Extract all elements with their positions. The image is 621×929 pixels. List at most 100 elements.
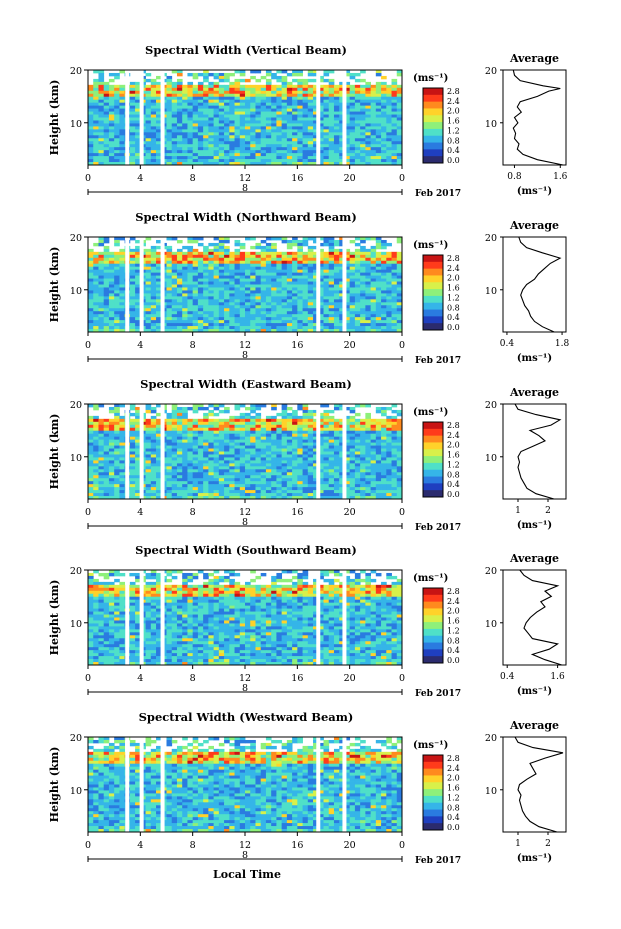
heatmap-cell xyxy=(103,436,110,441)
heatmap-cell xyxy=(318,117,324,121)
heatmap-cell xyxy=(166,329,173,333)
heatmap-cell xyxy=(192,87,199,92)
heatmap-cell xyxy=(203,430,209,435)
heatmap-cell xyxy=(396,281,403,285)
heatmap-cell xyxy=(135,436,141,441)
heatmap-cell xyxy=(323,266,330,271)
heatmap-cell xyxy=(365,302,371,306)
heatmap-cell xyxy=(323,242,330,247)
heatmap-cell xyxy=(197,87,204,92)
heatmap-cell xyxy=(108,409,115,414)
heatmap-cell xyxy=(119,254,126,259)
heatmap-cell xyxy=(176,284,183,288)
heatmap-cell xyxy=(297,78,303,83)
heatmap-cell xyxy=(234,269,241,274)
heatmap-cell xyxy=(203,132,209,136)
heatmap-cell xyxy=(255,299,262,303)
heatmap-cell xyxy=(98,320,105,324)
heatmap-cell xyxy=(135,111,141,115)
heatmap-cell xyxy=(234,311,241,315)
heatmap-cell xyxy=(271,245,277,250)
y-tick-label: 10 xyxy=(70,286,82,297)
heatmap-cell xyxy=(260,302,267,306)
heatmap-cell xyxy=(156,126,162,130)
heatmap-cell xyxy=(391,272,398,276)
heatmap-cell xyxy=(307,153,314,157)
heatmap-cell xyxy=(292,266,298,271)
heatmap-cell xyxy=(375,308,382,312)
heatmap-cell xyxy=(239,284,246,288)
heatmap-cell xyxy=(307,415,314,420)
heatmap-cell xyxy=(339,147,345,151)
heatmap-cell xyxy=(171,275,178,279)
heatmap-cell xyxy=(344,281,351,285)
heatmap-cell xyxy=(192,141,199,145)
heatmap-cell xyxy=(192,404,199,408)
heatmap-cell xyxy=(208,412,214,417)
heatmap-cell xyxy=(129,159,136,163)
heatmap-cell xyxy=(381,284,387,288)
heatmap-cell xyxy=(171,323,178,327)
heatmap-cell xyxy=(98,156,105,160)
heatmap-cell xyxy=(302,96,309,101)
heatmap-cell xyxy=(213,406,220,411)
heatmap-cell xyxy=(229,144,235,148)
heatmap-cell xyxy=(318,412,324,417)
heatmap-cell xyxy=(297,430,303,435)
heatmap-cell xyxy=(323,299,330,303)
heatmap-cell xyxy=(339,260,345,265)
heatmap-cell xyxy=(197,263,204,268)
heatmap-cell xyxy=(360,290,366,294)
heatmap-cell xyxy=(234,460,241,464)
heatmap-cell xyxy=(307,90,314,95)
heatmap-cell xyxy=(255,135,262,139)
heatmap-cell xyxy=(297,159,303,163)
heatmap-cell xyxy=(302,439,309,443)
heatmap-cell xyxy=(208,275,214,279)
heatmap-cell xyxy=(328,96,335,101)
heatmap-cell xyxy=(218,460,225,464)
heatmap-cell xyxy=(381,251,387,256)
heatmap-cell xyxy=(171,302,178,306)
heatmap-cell xyxy=(375,153,382,157)
heatmap-cell xyxy=(171,108,178,112)
heatmap-cell xyxy=(255,439,262,443)
heatmap-cell xyxy=(171,123,178,127)
heatmap-cell xyxy=(292,311,298,315)
heatmap-cell xyxy=(145,293,152,297)
heatmap-cell xyxy=(98,239,105,244)
heatmap-cell xyxy=(197,93,204,98)
heatmap-cell xyxy=(349,99,356,104)
heatmap-cell xyxy=(239,278,246,282)
heatmap-cell xyxy=(208,293,214,297)
colorbar-segment xyxy=(423,255,443,263)
heatmap-cell xyxy=(323,90,330,95)
heatmap-cell xyxy=(281,141,288,145)
heatmap-cell xyxy=(292,293,298,297)
heatmap-cell xyxy=(323,269,330,274)
heatmap-cell xyxy=(218,457,225,461)
heatmap-cell xyxy=(375,102,382,107)
heatmap-cell xyxy=(396,156,403,160)
heatmap-cell xyxy=(182,278,188,282)
heatmap-cell xyxy=(114,90,120,95)
heatmap-cell xyxy=(260,290,267,294)
heatmap-cell xyxy=(192,281,199,285)
heatmap-cell xyxy=(313,433,319,438)
heatmap-cell xyxy=(286,311,293,315)
heatmap-cell xyxy=(276,138,283,142)
heatmap-cell xyxy=(333,159,340,163)
heatmap-cell xyxy=(103,237,110,241)
heatmap-cell xyxy=(318,144,324,148)
heatmap-cell xyxy=(375,469,382,473)
heatmap-cell xyxy=(250,162,256,166)
heatmap-cell xyxy=(302,317,309,321)
heatmap-cell xyxy=(328,472,335,476)
heatmap-cell xyxy=(360,287,366,291)
heatmap-cell xyxy=(302,278,309,282)
heatmap-cell xyxy=(156,239,162,244)
y-tick-label: 10 xyxy=(70,119,82,130)
heatmap-cell xyxy=(307,272,314,276)
heatmap-cell xyxy=(292,70,298,74)
heatmap-cell xyxy=(307,102,314,107)
